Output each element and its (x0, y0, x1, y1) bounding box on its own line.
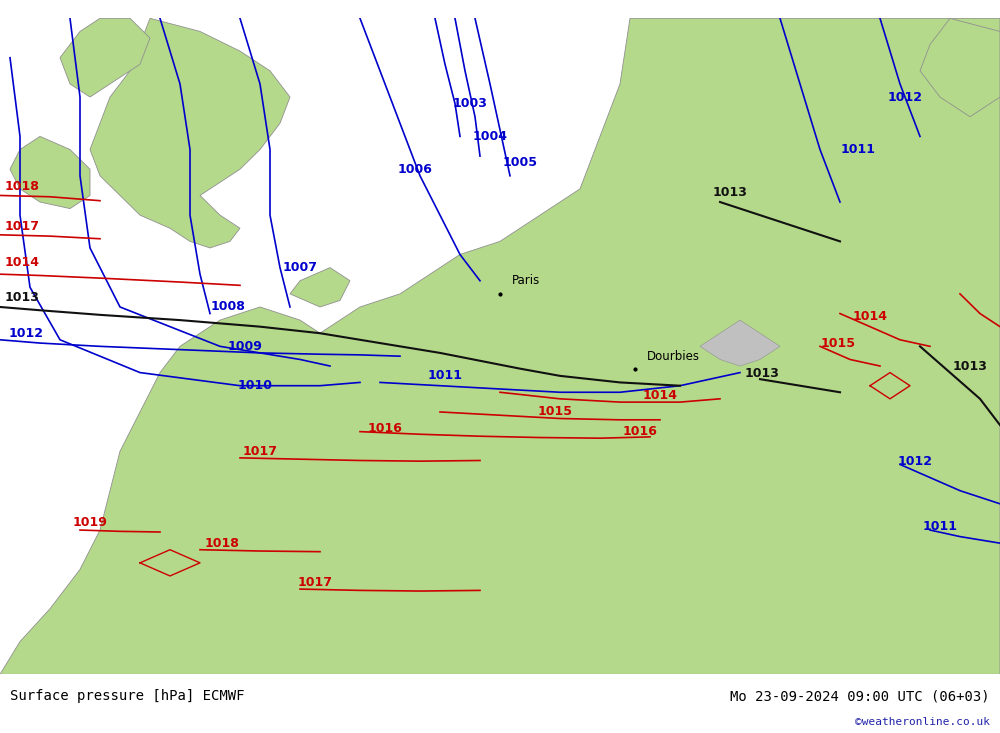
Text: 1011: 1011 (428, 369, 462, 383)
Polygon shape (290, 268, 350, 307)
Text: 1003: 1003 (453, 97, 487, 110)
Text: 1004: 1004 (473, 130, 508, 143)
Text: 1016: 1016 (623, 425, 657, 438)
Text: 1015: 1015 (538, 405, 572, 419)
Text: 1007: 1007 (283, 261, 318, 274)
Text: 1016: 1016 (368, 422, 402, 435)
Text: 1019: 1019 (73, 515, 107, 528)
Text: 1011: 1011 (922, 520, 958, 533)
Text: Mo 23-09-2024 09:00 UTC (06+03): Mo 23-09-2024 09:00 UTC (06+03) (730, 689, 990, 703)
Text: 1010: 1010 (238, 379, 272, 392)
Text: 1012: 1012 (898, 454, 932, 468)
Text: 1014: 1014 (852, 310, 888, 323)
Polygon shape (920, 18, 1000, 117)
Text: 1012: 1012 (8, 327, 44, 339)
Text: 1014: 1014 (5, 256, 40, 269)
Text: 1015: 1015 (820, 336, 856, 350)
Text: 1018: 1018 (5, 180, 39, 194)
Text: 1014: 1014 (642, 389, 678, 402)
Text: Paris: Paris (512, 274, 540, 287)
Text: 1011: 1011 (840, 143, 876, 156)
Polygon shape (0, 18, 1000, 674)
Text: 1017: 1017 (242, 445, 278, 458)
Polygon shape (700, 320, 780, 366)
Text: 1013: 1013 (745, 367, 779, 380)
Text: 1005: 1005 (503, 156, 538, 169)
Text: 1013: 1013 (953, 359, 987, 372)
Polygon shape (60, 18, 150, 97)
Text: 1009: 1009 (228, 340, 262, 353)
Text: ©weatheronline.co.uk: ©weatheronline.co.uk (855, 717, 990, 727)
Text: 1013: 1013 (5, 291, 39, 303)
Text: 1006: 1006 (398, 163, 432, 176)
Text: 1017: 1017 (298, 576, 332, 589)
Text: 1012: 1012 (888, 91, 922, 103)
Polygon shape (90, 18, 290, 248)
Text: 1018: 1018 (205, 537, 239, 550)
Text: 1008: 1008 (211, 301, 245, 314)
Text: 1013: 1013 (713, 185, 747, 199)
Text: 1017: 1017 (5, 221, 40, 233)
Text: Surface pressure [hPa] ECMWF: Surface pressure [hPa] ECMWF (10, 689, 244, 703)
Text: Dourbies: Dourbies (647, 350, 700, 363)
Polygon shape (10, 136, 90, 209)
